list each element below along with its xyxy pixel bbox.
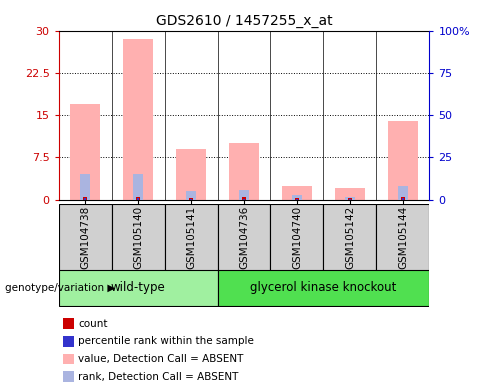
Bar bbox=[349, 199, 351, 200]
Bar bbox=[335, 189, 365, 200]
Bar bbox=[229, 143, 259, 200]
Bar bbox=[84, 198, 86, 200]
Bar bbox=[348, 198, 352, 200]
Bar bbox=[243, 199, 245, 200]
Bar bbox=[324, 204, 376, 271]
Bar bbox=[59, 204, 112, 271]
Bar bbox=[164, 204, 218, 271]
Bar bbox=[189, 198, 193, 200]
Title: GDS2610 / 1457255_x_at: GDS2610 / 1457255_x_at bbox=[156, 14, 332, 28]
Bar bbox=[401, 197, 405, 200]
Text: genotype/variation ▶: genotype/variation ▶ bbox=[5, 283, 115, 293]
Bar bbox=[218, 204, 270, 271]
Bar bbox=[133, 174, 143, 200]
Bar bbox=[59, 270, 218, 306]
Text: GSM104738: GSM104738 bbox=[80, 205, 90, 269]
Bar bbox=[345, 197, 355, 200]
Text: GSM105144: GSM105144 bbox=[398, 205, 408, 269]
Bar bbox=[376, 204, 429, 271]
Bar bbox=[83, 197, 87, 200]
Bar bbox=[137, 198, 139, 200]
Text: rank, Detection Call = ABSENT: rank, Detection Call = ABSENT bbox=[78, 372, 239, 382]
Text: wild-type: wild-type bbox=[111, 281, 165, 295]
Bar bbox=[70, 104, 100, 200]
Bar bbox=[186, 191, 196, 200]
Bar bbox=[136, 197, 140, 200]
Text: glycerol kinase knockout: glycerol kinase knockout bbox=[250, 281, 397, 295]
Text: GSM104740: GSM104740 bbox=[292, 205, 302, 269]
Text: GSM104736: GSM104736 bbox=[239, 205, 249, 269]
Bar bbox=[398, 185, 408, 200]
Bar bbox=[283, 185, 311, 200]
Bar bbox=[177, 149, 205, 200]
Bar bbox=[296, 199, 298, 200]
Bar bbox=[112, 204, 164, 271]
Text: count: count bbox=[78, 319, 107, 329]
Bar bbox=[80, 174, 90, 200]
Bar bbox=[239, 190, 249, 200]
Bar bbox=[402, 198, 404, 200]
Bar bbox=[123, 39, 153, 200]
Bar bbox=[218, 270, 429, 306]
Bar bbox=[242, 197, 246, 200]
Text: GSM105142: GSM105142 bbox=[345, 205, 355, 269]
Text: value, Detection Call = ABSENT: value, Detection Call = ABSENT bbox=[78, 354, 244, 364]
Bar bbox=[388, 121, 418, 200]
Bar bbox=[190, 199, 192, 200]
Bar bbox=[270, 204, 324, 271]
Text: GSM105141: GSM105141 bbox=[186, 205, 196, 269]
Bar bbox=[295, 198, 299, 200]
Text: GSM105140: GSM105140 bbox=[133, 205, 143, 269]
Text: percentile rank within the sample: percentile rank within the sample bbox=[78, 336, 254, 346]
Bar bbox=[292, 195, 302, 200]
